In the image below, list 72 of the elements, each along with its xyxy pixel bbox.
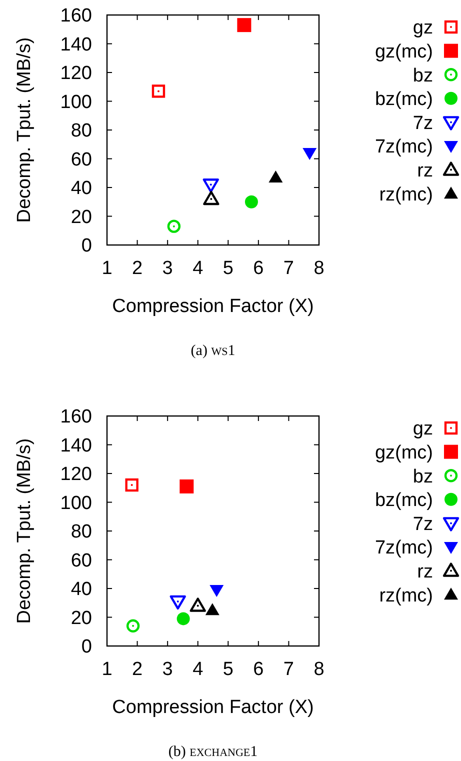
legend-label: gz(mc) — [374, 442, 433, 464]
legend-label: 7z — [412, 112, 433, 134]
x-tick-label: 5 — [222, 258, 234, 279]
legend-label: 7z — [412, 514, 433, 535]
x-tick-label: 1 — [102, 659, 112, 680]
x-tick-label: 4 — [192, 659, 204, 680]
y-tick-label: 100 — [60, 492, 92, 514]
point — [167, 220, 181, 233]
legend-label: 7z(mc) — [374, 538, 433, 559]
legend-label: rz — [417, 561, 433, 582]
x-tick-label: 8 — [314, 258, 324, 279]
x-tick-label: 3 — [162, 258, 173, 279]
x-tick-label: 1 — [102, 258, 112, 279]
y-tick-label: 40 — [70, 579, 92, 600]
y-tick-label: 40 — [70, 178, 92, 200]
point — [125, 478, 138, 492]
y-tick-label: 20 — [70, 206, 92, 228]
text: (a) ws1 — [190, 343, 236, 359]
x-tick-label: 7 — [283, 258, 294, 279]
legend-label: 7z(mc) — [374, 136, 433, 158]
x-tick-label: 6 — [253, 659, 264, 680]
point — [190, 598, 206, 612]
x-tick-label: 2 — [132, 659, 143, 680]
point — [152, 84, 166, 98]
point — [126, 619, 140, 632]
point — [210, 584, 224, 597]
x-tick-label: 6 — [253, 258, 264, 279]
legend-label: bz — [412, 65, 433, 86]
x-tick-label: 3 — [162, 659, 173, 680]
x-axis-title: Compression Factor (X) — [112, 296, 314, 317]
legend-label: rz(mc) — [379, 184, 433, 206]
legend-label: gz(mc) — [374, 41, 433, 62]
text: (b) exchange1 — [168, 744, 258, 760]
y-tick-label: 0 — [81, 636, 92, 658]
legend-label: bz(mc) — [374, 490, 433, 512]
point — [202, 178, 219, 193]
legend-label: bz(mc) — [374, 89, 433, 110]
point — [268, 170, 283, 182]
legend-label: gz — [412, 18, 433, 39]
y-tick-label: 80 — [70, 120, 92, 142]
point — [302, 148, 317, 160]
y-tick-label: 120 — [60, 464, 92, 486]
x-tick-label: 4 — [192, 258, 204, 279]
y-tick-label: 20 — [70, 608, 92, 629]
y-tick-label: 80 — [70, 522, 92, 543]
x-tick-label: 2 — [132, 258, 143, 279]
point — [244, 195, 258, 208]
point — [237, 18, 252, 32]
x-tick-label: 5 — [222, 659, 234, 680]
point — [203, 190, 220, 206]
y-tick-label: 160 — [60, 406, 92, 428]
y-tick-label: 140 — [60, 435, 92, 456]
y-tick-label: 120 — [60, 63, 92, 84]
legend-label: bz — [412, 466, 433, 488]
x-tick-label: 8 — [314, 659, 324, 680]
point — [205, 603, 220, 616]
y-tick-label: 100 — [60, 92, 92, 113]
y-axis-title: Decomp. Tput. (MB/s) — [14, 37, 35, 223]
x-axis-title: Compression Factor (X) — [112, 697, 314, 718]
legend-label: rz(mc) — [379, 585, 433, 606]
point — [170, 595, 186, 610]
y-axis-title: Decomp. Tput. (MB/s) — [14, 438, 35, 624]
y-tick-label: 60 — [70, 149, 92, 170]
y-tick-label: 160 — [60, 6, 92, 27]
legend-label: gz — [412, 418, 433, 440]
y-tick-label: 60 — [70, 550, 92, 572]
point — [180, 479, 194, 494]
legend-label: rz — [417, 160, 433, 182]
y-tick-label: 0 — [81, 236, 92, 257]
x-tick-label: 7 — [283, 659, 294, 680]
point — [176, 612, 190, 626]
y-tick-label: 140 — [60, 34, 92, 56]
